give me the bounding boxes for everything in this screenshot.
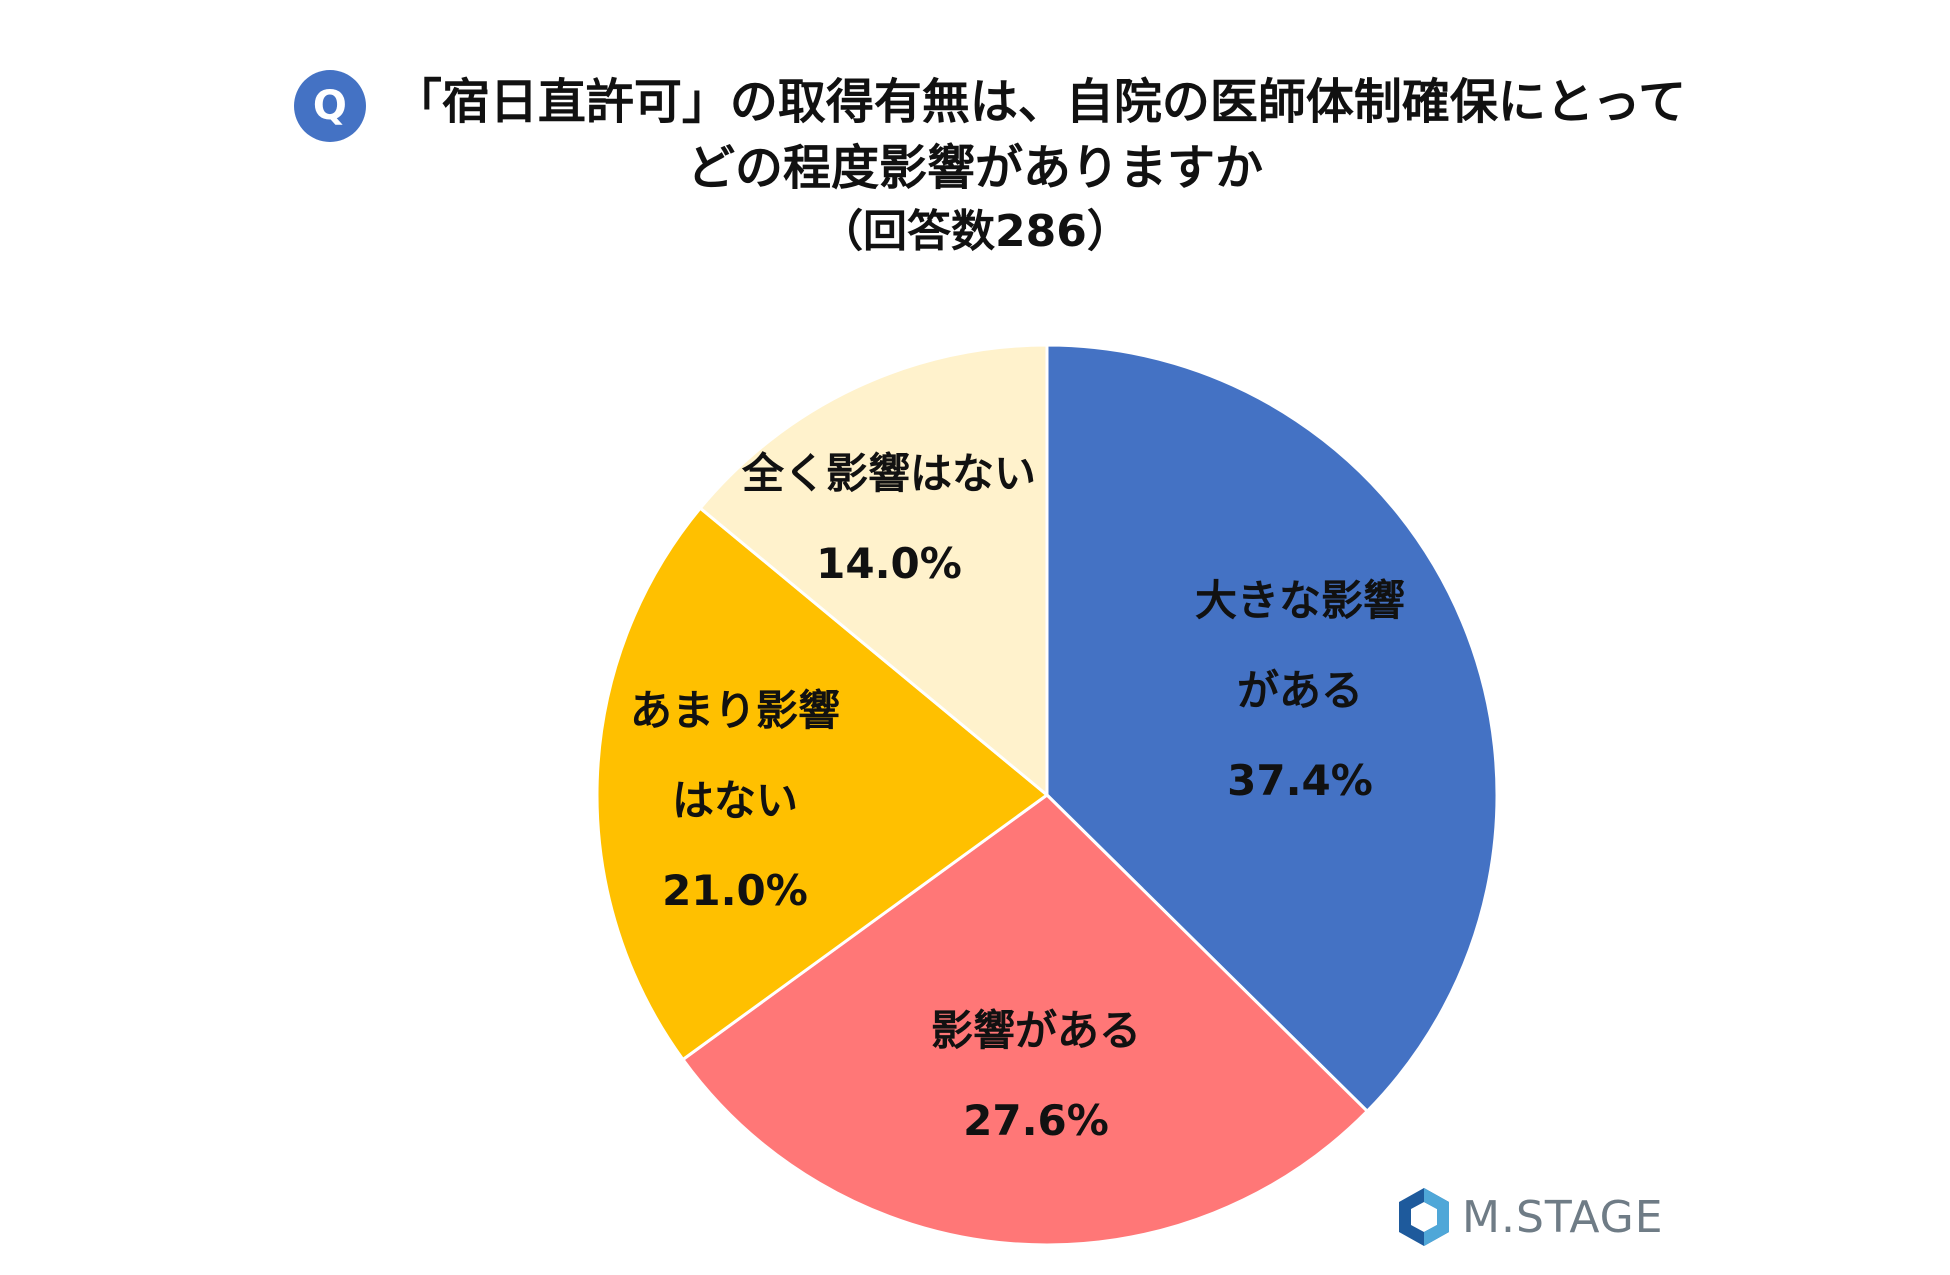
pie-slice-3 (595, 506, 1050, 1062)
slice-category-label-1: 大きな影響 (1195, 576, 1405, 625)
mstage-hexagon-icon (1399, 1188, 1449, 1246)
slice-category-label-3: はない (672, 776, 798, 825)
title-line-1-wrap: Q 「宿日直許可」の取得有無は、自院の医師体制確保にとって (293, 70, 1687, 142)
title-line-3: （回答数286） (819, 206, 1131, 257)
slice-value-label-1: 37.4% (1227, 756, 1373, 805)
question-badge: Q (293, 70, 366, 142)
logo-text: M.STAGE (1462, 1191, 1664, 1243)
slice-value-label-3: 21.0% (662, 866, 808, 915)
pie-slice-2 (680, 793, 1370, 1247)
pie-slice-1 (1045, 343, 1499, 1114)
mstage-logo: M.STAGE (1396, 1186, 1664, 1248)
title-line-2: どの程度影響がありますか (686, 140, 1263, 196)
slice-category-label-3: あまり影響 (630, 686, 840, 735)
slice-value-label-2: 27.6% (963, 1096, 1109, 1145)
pie-slice-4 (698, 343, 1049, 799)
chart-title: Q 「宿日直許可」の取得有無は、自院の医師体制確保にとって どの程度影響がありま… (0, 70, 1950, 262)
slice-category-label-1: がある (1237, 666, 1363, 715)
slice-value-label-4: 14.0% (816, 539, 962, 588)
slice-category-label-2: 影響がある (931, 1006, 1141, 1055)
pie-slices (595, 343, 1499, 1247)
title-line-1: 「宿日直許可」の取得有無は、自院の医師体制確保にとって (393, 74, 1687, 130)
slice-category-label-4: 全く影響はない (741, 449, 1036, 498)
